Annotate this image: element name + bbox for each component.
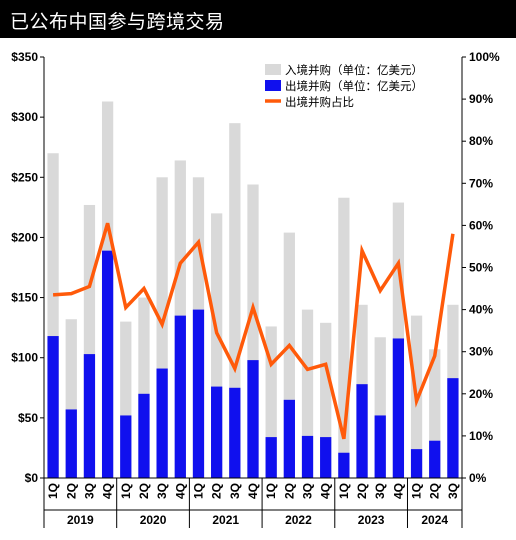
year-label: 2021 bbox=[212, 513, 239, 527]
outbound-bar bbox=[101, 250, 114, 478]
inbound-bar bbox=[138, 297, 150, 478]
left-tick-label: $250 bbox=[11, 170, 38, 184]
inbound-bar bbox=[265, 326, 277, 478]
x-tick-label: 3Q bbox=[82, 483, 96, 499]
outbound-bar bbox=[192, 309, 205, 478]
inbound-bar bbox=[83, 204, 96, 479]
inbound-bar bbox=[120, 321, 132, 478]
outbound-bar bbox=[374, 415, 386, 478]
legend-label-share: 出境并购占比 bbox=[285, 95, 354, 109]
x-tick-label: 2Q bbox=[64, 483, 78, 499]
year-label: 2020 bbox=[140, 513, 167, 527]
x-tick-label: 2Q bbox=[137, 483, 151, 499]
x-tick-label: 1Q bbox=[191, 483, 205, 499]
x-tick-label: 4Q bbox=[391, 483, 405, 499]
x-tick-label: 2Q bbox=[355, 483, 369, 499]
inbound-bar bbox=[338, 197, 350, 478]
x-tick-label: 3Q bbox=[228, 483, 242, 499]
outbound-bar bbox=[265, 437, 277, 478]
left-tick-label: $150 bbox=[11, 291, 38, 305]
left-tick-label: $300 bbox=[11, 110, 38, 124]
outbound-bar bbox=[410, 449, 423, 478]
left-tick-label: $0 bbox=[25, 471, 39, 485]
inbound-bar bbox=[429, 349, 441, 478]
left-tick-label: $50 bbox=[18, 411, 38, 425]
right-tick-label: 80% bbox=[469, 134, 493, 148]
right-tick-label: 20% bbox=[469, 387, 493, 401]
outbound-bar bbox=[447, 378, 459, 478]
inbound-bar bbox=[65, 319, 77, 478]
inbound-bar bbox=[283, 232, 295, 478]
x-tick-label: 1Q bbox=[264, 483, 278, 499]
inbound-bar bbox=[47, 153, 59, 478]
outbound-bar bbox=[138, 393, 150, 478]
right-tick-label: 50% bbox=[469, 261, 493, 275]
right-tick-label: 10% bbox=[469, 429, 493, 443]
right-tick-label: 40% bbox=[469, 303, 493, 317]
right-tick-label: 70% bbox=[469, 176, 493, 190]
x-tick-label: 1Q bbox=[46, 483, 60, 499]
inbound-bar bbox=[211, 213, 223, 478]
inbound-bar bbox=[301, 309, 314, 478]
inbound-bar bbox=[247, 184, 259, 478]
x-tick-label: 3Q bbox=[446, 483, 460, 499]
outbound-bar bbox=[283, 399, 295, 478]
outbound-bar bbox=[429, 440, 441, 478]
right-tick-label: 60% bbox=[469, 218, 493, 232]
x-tick-label: 2Q bbox=[428, 483, 442, 499]
right-tick-label: 100% bbox=[469, 50, 500, 64]
outbound-bar bbox=[356, 384, 368, 478]
year-label: 2023 bbox=[358, 513, 385, 527]
outbound-bar bbox=[247, 360, 259, 478]
x-tick-label: 3Q bbox=[373, 483, 387, 499]
year-label: 2024 bbox=[421, 513, 448, 527]
year-label: 2022 bbox=[285, 513, 312, 527]
left-tick-label: $350 bbox=[11, 50, 38, 64]
title-bar: 已公布中国参与跨境交易 bbox=[0, 0, 516, 38]
x-tick-label: 2Q bbox=[210, 483, 224, 499]
outbound-bar bbox=[47, 336, 59, 478]
x-tick-label: 4Q bbox=[101, 483, 115, 499]
inbound-bar bbox=[229, 123, 241, 479]
outbound-bar bbox=[229, 387, 241, 478]
outbound-bar bbox=[301, 435, 314, 478]
x-tick-label: 4Q bbox=[246, 483, 260, 499]
chart-title: 已公布中国参与跨境交易 bbox=[10, 11, 225, 33]
inbound-bar bbox=[320, 322, 332, 478]
x-tick-label: 3Q bbox=[155, 483, 169, 499]
right-tick-label: 0% bbox=[469, 471, 487, 485]
legend-swatch-outbound bbox=[265, 80, 281, 91]
x-tick-label: 1Q bbox=[410, 483, 424, 499]
x-tick-label: 4Q bbox=[319, 483, 333, 499]
right-tick-label: 90% bbox=[469, 92, 493, 106]
outbound-bar bbox=[320, 437, 332, 478]
legend-label-inbound: 入境并购（单位：亿美元） bbox=[285, 63, 423, 77]
inbound-bar bbox=[374, 337, 386, 478]
x-tick-label: 1Q bbox=[119, 483, 133, 499]
outbound-bar bbox=[65, 409, 77, 478]
outbound-bar bbox=[392, 338, 405, 478]
outbound-bar bbox=[120, 415, 132, 478]
outbound-bar bbox=[338, 452, 350, 478]
legend-label-outbound: 出境并购（单位：亿美元） bbox=[285, 79, 423, 93]
outbound-bar bbox=[83, 354, 96, 478]
x-tick-label: 1Q bbox=[337, 483, 351, 499]
x-tick-label: 4Q bbox=[173, 483, 187, 499]
right-tick-label: 30% bbox=[469, 345, 493, 359]
x-tick-label: 2Q bbox=[282, 483, 296, 499]
left-tick-label: $200 bbox=[11, 230, 38, 244]
outbound-bar bbox=[156, 368, 168, 478]
x-tick-label: 3Q bbox=[301, 483, 315, 499]
outbound-bar bbox=[211, 386, 223, 478]
left-tick-label: $100 bbox=[11, 351, 38, 365]
year-label: 2019 bbox=[67, 513, 94, 527]
legend-swatch-inbound bbox=[265, 64, 281, 75]
outbound-bar bbox=[174, 315, 186, 478]
